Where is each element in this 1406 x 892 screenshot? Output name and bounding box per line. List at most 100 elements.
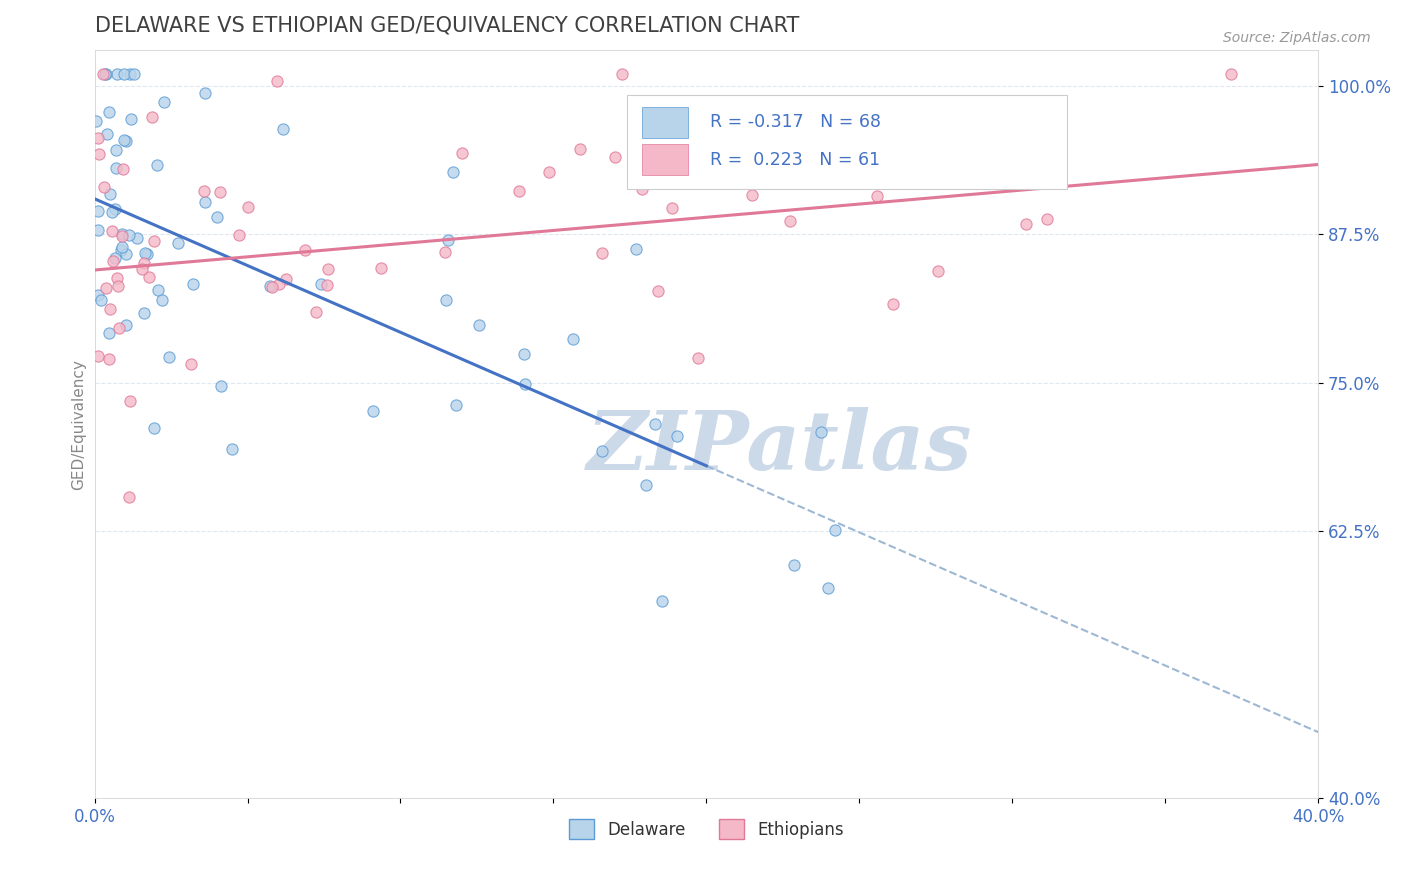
Point [433,244,456,259]
Text: Source: ZipAtlas.com: Source: ZipAtlas.com [1223,31,1371,45]
Point [87,146,110,161]
Point [651,593,673,607]
Point [908,172,931,186]
Point [115,246,138,260]
Point [444,398,467,412]
Point [131,262,153,277]
Point [436,233,458,247]
Point [107,279,129,293]
Point [450,146,472,161]
Point [94,67,117,81]
Point [591,245,613,260]
Point [267,277,290,291]
Point [145,159,167,173]
Point [181,277,204,291]
Text: ZIPatlas: ZIPatlas [588,407,973,487]
Point [120,67,142,81]
Point [87,349,110,363]
Point [100,224,122,238]
Point [468,318,491,332]
Point [260,280,283,294]
Point [118,490,141,504]
FancyBboxPatch shape [627,95,1067,189]
Point [612,67,634,81]
Point [259,278,281,293]
Point [513,377,536,392]
Point [135,246,157,260]
Point [112,67,135,81]
Point [236,200,259,214]
Point [661,201,683,215]
Point [644,161,666,175]
Point [110,243,132,257]
Point [122,67,145,81]
Point [666,429,689,443]
Point [316,262,339,277]
Legend: Delaware, Ethiopians: Delaware, Ethiopians [562,813,851,846]
Point [98,105,121,120]
Point [644,417,666,431]
Point [98,302,121,317]
Point [569,142,592,156]
Point [927,263,949,277]
Point [108,320,131,334]
Point [193,184,215,198]
Point [538,165,561,179]
Point [647,284,669,298]
Point [97,352,120,367]
Point [98,186,121,201]
Text: R =  0.223   N = 61: R = 0.223 N = 61 [710,151,880,169]
Point [103,251,125,265]
Point [685,127,707,141]
Point [142,235,165,249]
Point [111,162,134,177]
Point [508,184,530,198]
Point [97,326,120,340]
Point [782,558,804,572]
Point [824,523,846,537]
Point [104,161,127,175]
Point [634,478,657,492]
Point [111,229,134,244]
Point [120,112,142,127]
Point [125,231,148,245]
Point [112,132,135,146]
Point [741,188,763,202]
Point [865,188,887,202]
Point [84,114,107,128]
Point [441,165,464,179]
Point [90,293,112,308]
Point [315,277,337,292]
Point [115,318,138,332]
Point [512,347,534,361]
Point [305,304,328,318]
Point [686,351,709,366]
Point [309,277,332,291]
Point [626,242,648,256]
Point [96,280,118,294]
Point [141,110,163,124]
Text: R = -0.317   N = 68: R = -0.317 N = 68 [710,113,882,131]
Point [605,150,627,164]
Point [117,227,139,242]
Point [194,87,217,101]
Point [114,134,136,148]
Point [228,227,250,242]
Point [86,131,108,145]
Point [370,261,392,276]
Point [1015,217,1038,231]
Point [886,167,908,181]
Point [153,95,176,109]
Point [817,581,839,595]
Point [1220,67,1243,81]
Point [150,293,173,307]
Point [1036,212,1059,227]
Point [104,143,127,157]
Point [111,227,134,241]
FancyBboxPatch shape [641,144,688,176]
Point [86,223,108,237]
Point [105,271,128,285]
Point [87,203,110,218]
Point [810,425,832,440]
Point [167,236,190,251]
